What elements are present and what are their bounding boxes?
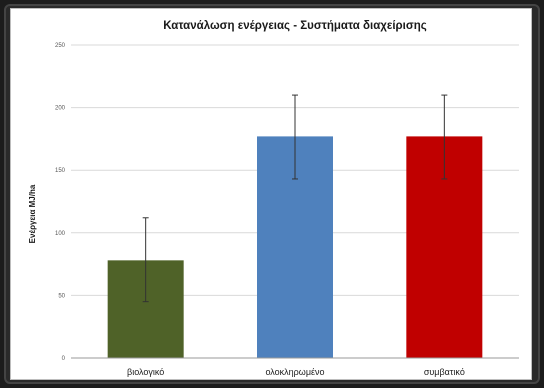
- y-tick-label: 50: [58, 293, 65, 299]
- category-label: συμβατικό: [424, 367, 465, 377]
- category-label: ολοκληρωμένο: [265, 367, 324, 377]
- chart-panel: Κατανάλωση ενέργειας - Συστήματα διαχείρ…: [10, 8, 532, 380]
- bar-chart: Κατανάλωση ενέργειας - Συστήματα διαχείρ…: [28, 20, 519, 377]
- y-tick-labels: 0 50 100 150 200 250: [55, 43, 66, 362]
- y-tick-label: 250: [55, 43, 66, 49]
- chart-title: Κατανάλωση ενέργειας - Συστήματα διαχείρ…: [163, 20, 427, 32]
- error-bars: [142, 94, 448, 303]
- y-tick-label: 100: [55, 231, 66, 237]
- y-axis-label: Ενέργεια MJ/ha: [28, 184, 37, 243]
- category-labels: βιολογικό ολοκληρωμένο συμβατικό: [127, 367, 465, 377]
- y-tick-label: 0: [62, 356, 66, 362]
- y-tick-label: 150: [55, 168, 66, 174]
- y-tick-label: 200: [55, 106, 66, 112]
- category-label: βιολογικό: [127, 367, 164, 377]
